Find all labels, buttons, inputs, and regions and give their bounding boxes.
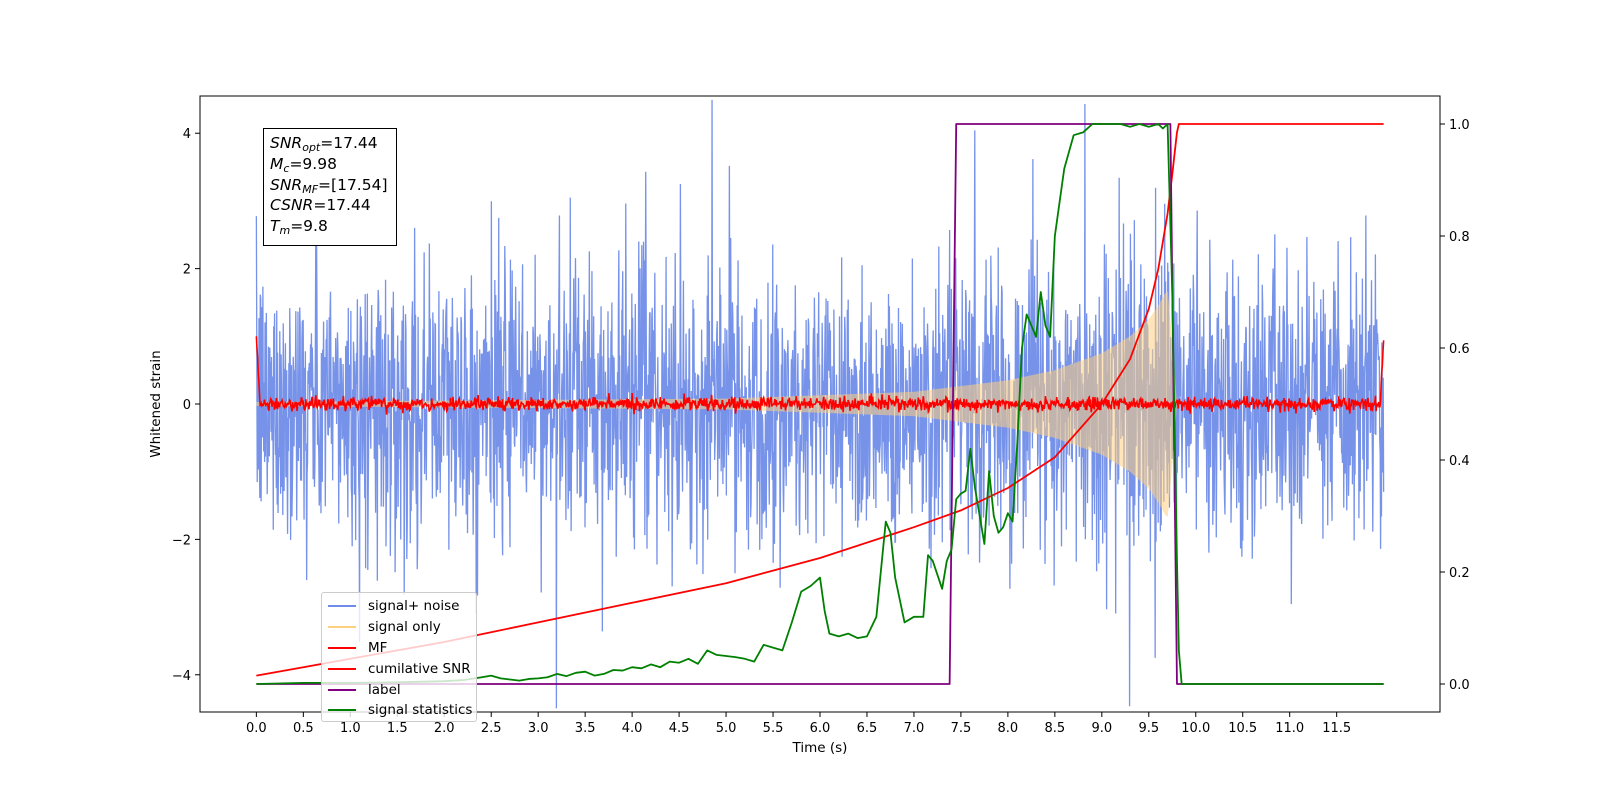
legend-swatch	[328, 709, 356, 712]
y-tick-label: −2	[172, 533, 191, 548]
x-tick-label: 5.5	[763, 721, 784, 736]
annotation-tm: Tm=9.8	[270, 217, 328, 238]
legend-swatch	[328, 626, 356, 629]
x-tick-label: 10.5	[1228, 721, 1257, 736]
legend-label: label	[368, 681, 401, 698]
legend-swatch	[328, 646, 356, 649]
x-tick-label: 8.5	[1045, 721, 1066, 736]
legend-label: signal+ noise	[368, 598, 460, 615]
x-tick-label: 3.0	[528, 721, 549, 736]
annotation-snr-opt: SNRopt=17.44	[270, 134, 378, 154]
y-tick-label: 2	[183, 263, 191, 278]
legend-swatch	[328, 667, 356, 670]
legend-item-cumulative-snr: cumilative SNR	[328, 658, 471, 679]
x-tick-label: 4.5	[669, 721, 690, 736]
x-tick-label: 9.5	[1138, 721, 1159, 736]
legend-item-signal-only: signal only	[328, 617, 470, 638]
x-tick-label: 2.0	[434, 721, 455, 736]
legend-label: signal statistics	[368, 702, 473, 719]
legend: signal+ noise signal only MF cumilative …	[321, 592, 477, 722]
x-tick-label: 9.0	[1091, 721, 1112, 736]
y-tick-label: 4	[183, 127, 191, 142]
x-tick-label: 5.0	[716, 721, 737, 736]
series-mf	[255, 336, 1385, 415]
legend-label: MF	[368, 639, 388, 656]
annotation-csnr: CSNR=17.44	[270, 196, 371, 215]
x-tick-label: 2.5	[481, 721, 502, 736]
annotation-snr-mf: SNRMF=[17.54]	[270, 175, 388, 196]
x-axis: 0.0 0.5 1.0 1.5 2.0 2.5 3.0 3.5 4.0 4.5 5.0 5.5 6.0 6…	[246, 712, 1351, 736]
series-signal-statistics	[256, 123, 1384, 685]
y-right-tick-label: 0.2	[1449, 566, 1470, 581]
legend-item-signal-statistics: signal statistics	[328, 700, 473, 721]
x-tick-label: 11.0	[1275, 721, 1304, 736]
x-tick-label: 1.5	[387, 721, 408, 736]
y-axis-label: Whitened strain	[148, 350, 164, 457]
x-tick-label: 6.0	[810, 721, 831, 736]
x-tick-label: 8.0	[998, 721, 1019, 736]
y-right-tick-label: 0.8	[1449, 230, 1470, 245]
y-tick-label: −4	[172, 669, 191, 684]
legend-label: cumilative SNR	[368, 660, 471, 677]
legend-swatch	[328, 605, 356, 608]
x-tick-label: 0.5	[293, 721, 314, 736]
y-right-tick-label: 0.4	[1449, 454, 1470, 469]
legend-swatch	[328, 688, 356, 691]
y-right-tick-label: 0.0	[1449, 678, 1470, 693]
x-tick-label: 4.0	[622, 721, 643, 736]
legend-item-mf: MF	[328, 638, 470, 659]
annotation-mc: Mc=9.98	[270, 154, 337, 175]
x-axis-label: Time (s)	[792, 740, 848, 756]
y-right-tick-label: 0.6	[1449, 342, 1470, 357]
legend-item-label: label	[328, 679, 470, 700]
x-tick-label: 7.5	[951, 721, 972, 736]
x-tick-label: 7.0	[904, 721, 925, 736]
x-tick-label: 1.0	[340, 721, 361, 736]
y-right-tick-label: 1.0	[1449, 118, 1470, 133]
legend-label: signal only	[368, 619, 441, 636]
y-axis-left: −4 −2 0 2 4	[172, 127, 200, 684]
x-tick-label: 3.5	[575, 721, 596, 736]
x-tick-label: 0.0	[246, 721, 267, 736]
y-tick-label: 0	[183, 398, 191, 413]
annotation-box: SNRopt=17.44 Mc=9.98 SNRMF=[17.54] CSNR=…	[263, 128, 397, 246]
x-tick-label: 10.0	[1181, 721, 1210, 736]
y-axis-right: 0.0 0.2 0.4 0.6 0.8 1.0	[1440, 118, 1470, 693]
x-tick-label: 11.5	[1322, 721, 1351, 736]
legend-item-signal-noise: signal+ noise	[328, 596, 470, 617]
x-tick-label: 6.5	[857, 721, 878, 736]
